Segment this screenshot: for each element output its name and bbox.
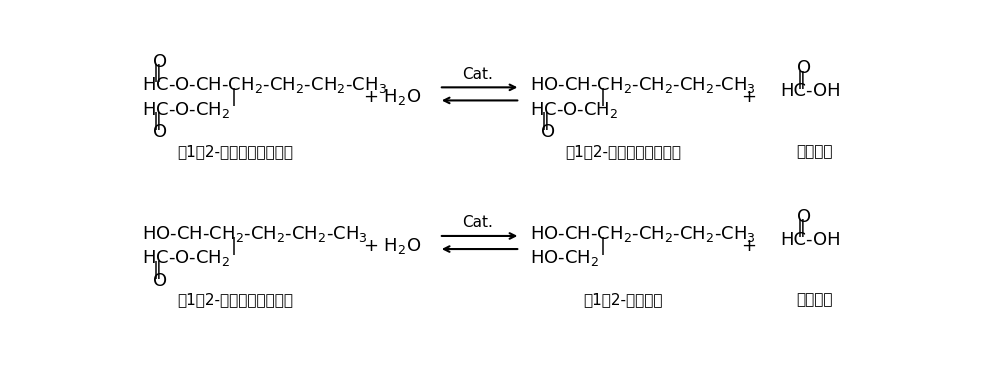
Text: HO-CH-CH$_2$-CH$_2$-CH$_2$-CH$_3$: HO-CH-CH$_2$-CH$_2$-CH$_2$-CH$_3$ [142, 224, 368, 244]
Text: O: O [541, 123, 555, 141]
Text: HO-CH$_2$: HO-CH$_2$ [530, 248, 600, 268]
Text: ‖: ‖ [541, 112, 550, 130]
Text: HC-O-CH$_2$: HC-O-CH$_2$ [142, 100, 230, 120]
Text: HO-CH-CH$_2$-CH$_2$-CH$_2$-CH$_3$: HO-CH-CH$_2$-CH$_2$-CH$_2$-CH$_3$ [530, 224, 756, 244]
Text: O: O [797, 59, 811, 77]
Text: （1，2-己二醇二甲酸酯）: （1，2-己二醇二甲酸酯） [177, 144, 293, 159]
Text: +: + [741, 88, 756, 106]
Text: （甲酸）: （甲酸） [796, 292, 833, 308]
Text: Cat.: Cat. [462, 215, 493, 230]
Text: HC-OH: HC-OH [780, 231, 840, 249]
Text: ‖: ‖ [153, 261, 162, 279]
Text: ‖: ‖ [797, 219, 806, 237]
Text: HO-CH-CH$_2$-CH$_2$-CH$_2$-CH$_3$: HO-CH-CH$_2$-CH$_2$-CH$_2$-CH$_3$ [530, 75, 756, 95]
Text: |: | [230, 88, 236, 106]
Text: Cat.: Cat. [462, 67, 493, 82]
Text: O: O [153, 272, 167, 290]
Text: +: + [741, 237, 756, 255]
Text: |: | [230, 237, 236, 255]
Text: （甲酸）: （甲酸） [796, 144, 833, 159]
Text: O: O [153, 53, 167, 71]
Text: ‖: ‖ [797, 70, 806, 88]
Text: $+$ H$_2$O: $+$ H$_2$O [363, 236, 421, 256]
Text: HC-O-CH-CH$_2$-CH$_2$-CH$_2$-CH$_3$: HC-O-CH-CH$_2$-CH$_2$-CH$_2$-CH$_3$ [142, 75, 387, 95]
Text: HC-O-CH$_2$: HC-O-CH$_2$ [142, 248, 230, 268]
Text: HC-O-CH$_2$: HC-O-CH$_2$ [530, 100, 619, 120]
Text: |: | [600, 88, 606, 106]
Text: HC-OH: HC-OH [780, 82, 840, 100]
Text: ‖: ‖ [153, 64, 162, 82]
Text: O: O [797, 208, 811, 226]
Text: （1，2-己二醇单甲酸酯）: （1，2-己二醇单甲酸酯） [177, 292, 293, 308]
Text: （1，2-己二醇单甲酸酯）: （1，2-己二醇单甲酸酯） [565, 144, 681, 159]
Text: $+$ H$_2$O: $+$ H$_2$O [363, 87, 421, 107]
Text: （1，2-己二醇）: （1，2-己二醇） [584, 292, 663, 308]
Text: ‖: ‖ [153, 112, 162, 130]
Text: |: | [600, 237, 606, 255]
Text: O: O [153, 123, 167, 141]
